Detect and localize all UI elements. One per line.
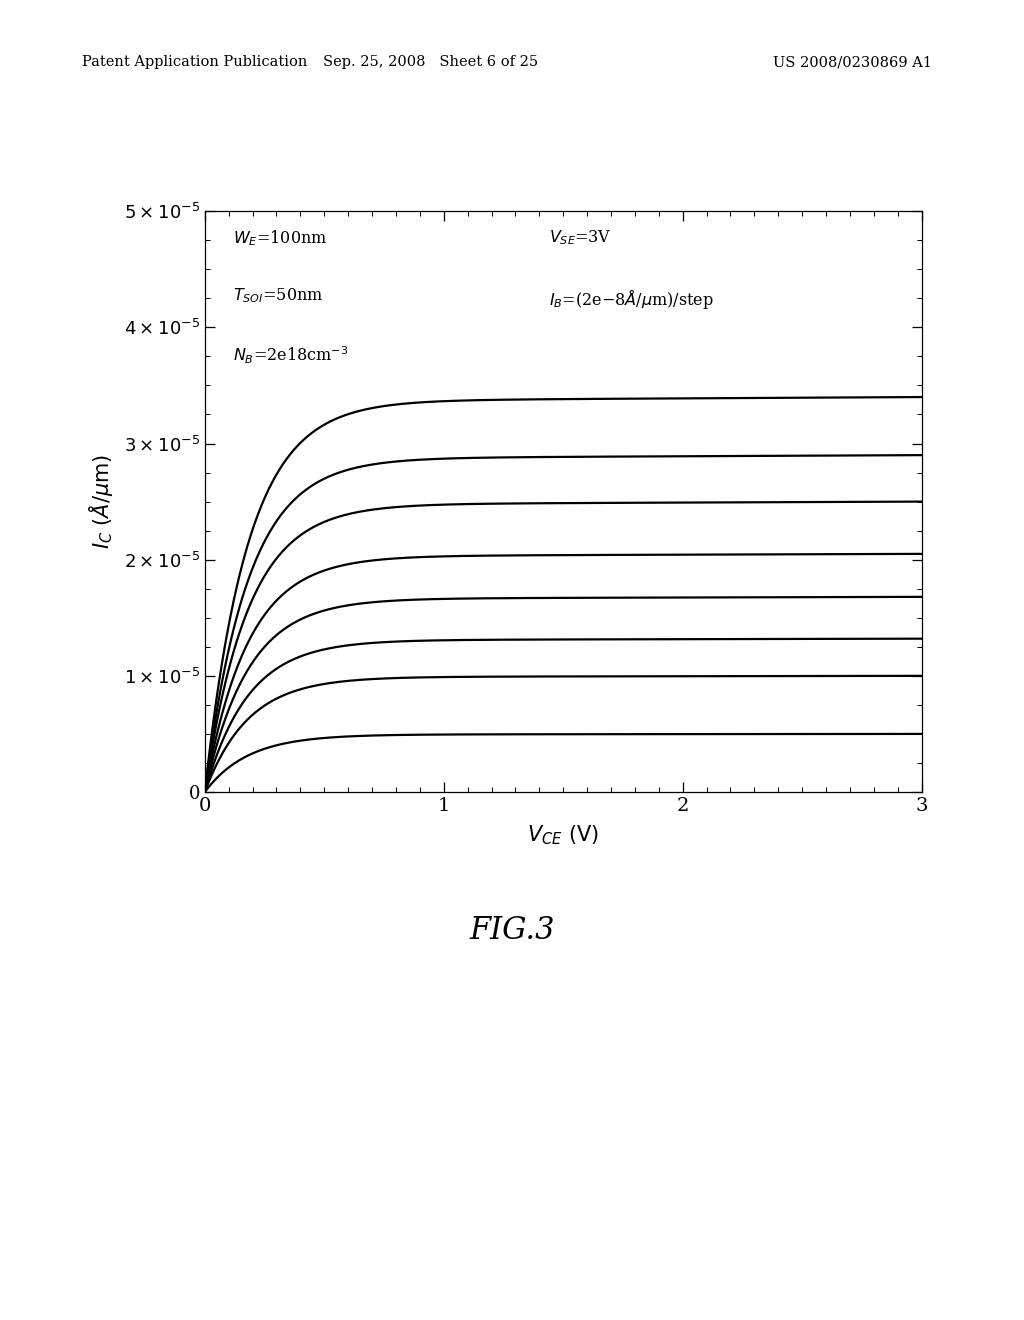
Text: $N_B$=2e18cm$^{-3}$: $N_B$=2e18cm$^{-3}$ (233, 345, 349, 366)
Text: $T_{SOI}$=50nm: $T_{SOI}$=50nm (233, 286, 324, 305)
Text: $V_{SE}$=3V: $V_{SE}$=3V (549, 228, 611, 247)
X-axis label: $V_{CE}\ \mathrm{(V)}$: $V_{CE}\ \mathrm{(V)}$ (527, 824, 599, 847)
Y-axis label: $I_C\ (\AA/\mu\mathrm{m})$: $I_C\ (\AA/\mu\mathrm{m})$ (87, 454, 116, 549)
Text: Patent Application Publication: Patent Application Publication (82, 55, 307, 70)
Text: $I_B$=(2e$-$8$\AA$/$\mu$m)/step: $I_B$=(2e$-$8$\AA$/$\mu$m)/step (549, 286, 714, 310)
Text: US 2008/0230869 A1: US 2008/0230869 A1 (773, 55, 932, 70)
Text: $W_E$=100nm: $W_E$=100nm (233, 228, 328, 248)
Text: FIG.3: FIG.3 (469, 915, 555, 946)
Text: Sep. 25, 2008   Sheet 6 of 25: Sep. 25, 2008 Sheet 6 of 25 (323, 55, 538, 70)
